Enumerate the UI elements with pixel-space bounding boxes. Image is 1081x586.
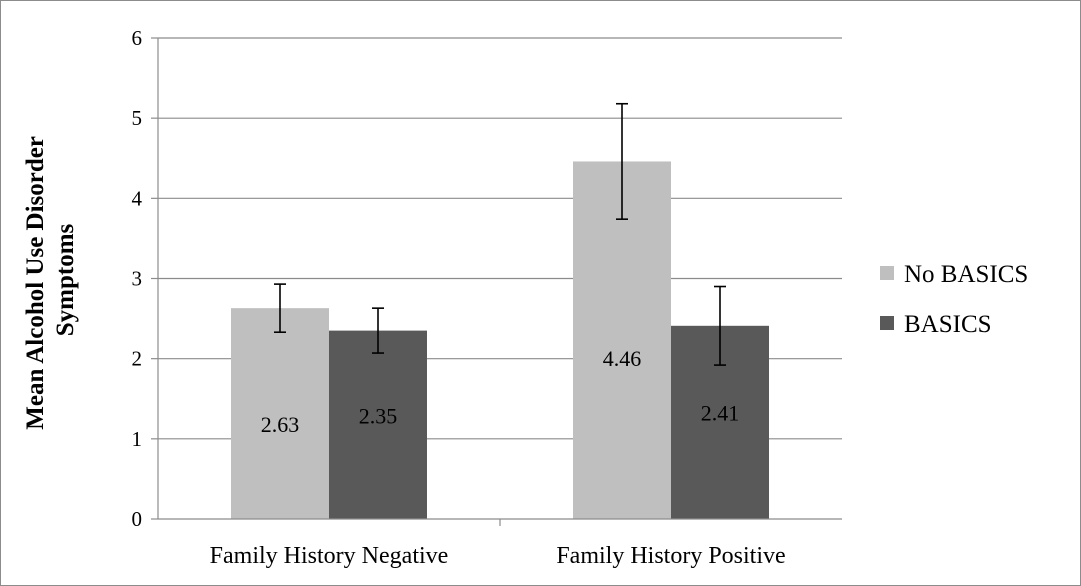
bar bbox=[231, 308, 329, 519]
legend-swatch bbox=[880, 266, 894, 280]
y-axis-label-line-2: Symptoms bbox=[52, 223, 79, 336]
y-tick-label: 4 bbox=[132, 186, 143, 210]
y-tick-label: 0 bbox=[132, 507, 143, 531]
legend-swatch bbox=[880, 316, 894, 330]
y-tick-label: 3 bbox=[132, 267, 143, 291]
legend-label: No BASICS bbox=[904, 261, 1028, 288]
legend: No BASICS BASICS bbox=[880, 261, 1028, 338]
svg-text:Mean Alcohol Use Disorder: Mean Alcohol Use Disorder Symptoms bbox=[22, 130, 79, 430]
y-axis-label-line-1: Mean Alcohol Use Disorder bbox=[22, 136, 49, 430]
axes: 0 1 2 3 4 5 6 Family History Negative Family His… bbox=[132, 26, 842, 569]
y-tick-label: 5 bbox=[132, 106, 143, 130]
data-labels: 2.63 2.35 4.46 2.41 bbox=[261, 346, 740, 437]
data-label: 2.63 bbox=[261, 412, 300, 437]
x-category-label: Family History Positive bbox=[556, 543, 785, 569]
legend-label: BASICS bbox=[904, 311, 992, 338]
y-tick-label: 1 bbox=[132, 427, 143, 451]
x-category-label: Family History Negative bbox=[210, 543, 449, 569]
y-tick-label: 6 bbox=[132, 26, 143, 50]
error-bars bbox=[274, 102, 726, 366]
y-axis-label: Mean Alcohol Use Disorder Symptoms bbox=[22, 130, 79, 430]
bar bbox=[329, 330, 427, 519]
data-label: 4.46 bbox=[603, 346, 642, 371]
data-label: 2.41 bbox=[701, 401, 740, 426]
y-tick-label: 2 bbox=[132, 347, 143, 371]
bar bbox=[573, 161, 671, 519]
bars bbox=[231, 161, 769, 519]
data-label: 2.35 bbox=[359, 403, 398, 428]
